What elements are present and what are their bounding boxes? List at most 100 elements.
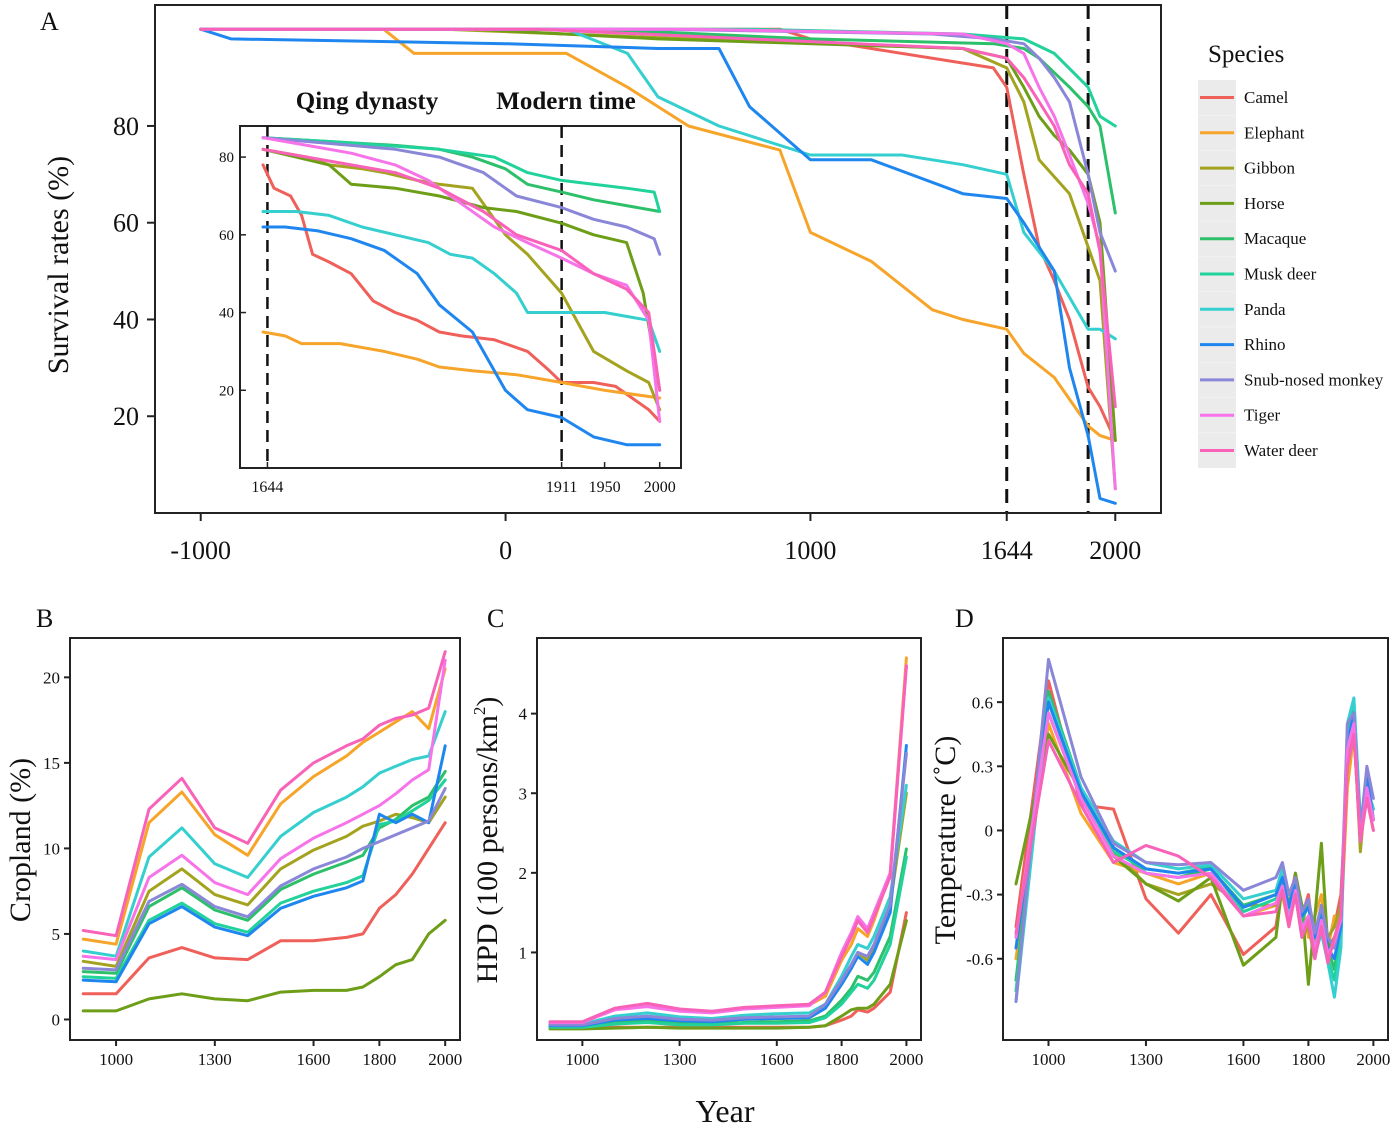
inset-chart: 1644 1911 1950 2000 20 40 60 80 Qing dynasty Mo… [219,88,682,496]
inset-line-gibbon [261,147,662,412]
panel-d-xtick-label: 1600 [1226,1050,1260,1069]
inset-line-snub-nosed-monkey [261,136,662,256]
panel-d-series [1014,657,1375,1003]
legend-label-camel: Camel [1244,88,1289,107]
panel-b-line-rhino [81,744,447,984]
inset-line-tiger [261,136,662,423]
legend: Species Camel Elephant Gibbon Horse Macaque M… [1198,41,1384,468]
panel-d-frame [1002,637,1389,1041]
legend-items: Camel Elephant Gibbon Horse Macaque Musk deer… [1198,80,1384,468]
panel-c-line-tiger [548,664,908,1024]
panel-b-ytick-label: 20 [43,668,60,687]
inset-frame [239,125,682,469]
legend-label-panda: Panda [1244,300,1286,319]
panel-b-axes: 1000 1300 1600 1800 2000 0 5 10 15 20 [43,668,462,1069]
panel-a: A Survival rates (%) -1000 0 1000 1644 2000 2… [40,4,1162,565]
panel-c-xtick-label: 1800 [825,1050,859,1069]
panel-c-series [548,656,908,1031]
panel-c-line-musk-deer [548,855,908,1029]
inset-xtick-label: 1911 [546,479,577,496]
panel-c-line-rhino [548,744,908,1028]
panel-a-ytick-label: 20 [113,402,139,431]
panel-b-series [81,650,447,1013]
inset-axes: 1644 1911 1950 2000 20 40 60 80 [219,150,676,496]
inset-ytick-label: 60 [219,228,234,244]
inset-line-elephant [261,330,662,400]
legend-label-tiger: Tiger [1244,406,1281,425]
ylabel-a: Survival rates (%) [42,156,75,374]
panel-c-xtick-label: 2000 [889,1050,923,1069]
panel-d-xtick-label: 1800 [1291,1050,1325,1069]
panel-a-line-water-deer [199,27,1117,409]
panel-label-a: A [40,7,59,36]
inset-line-camel [261,163,662,423]
panel-c-line-macaque [548,847,908,1028]
inset-line-horse [261,147,662,392]
panel-a-line-macaque [199,27,1117,215]
legend-label-musk-deer: Musk deer [1244,265,1317,284]
inset-ytick-label: 40 [219,306,234,322]
panel-d-line-snub-nosed-monkey [1014,657,1375,1003]
panel-c-frame [536,637,922,1041]
panel-b-ytick-label: 10 [43,840,60,859]
panel-a-xtick-label: 2000 [1089,536,1141,565]
panel-a-xtick-label: 0 [499,536,512,565]
panel-a-frame [154,4,1162,514]
panel-d-xtick-label: 2000 [1356,1050,1390,1069]
panel-b-xtick-label: 1300 [198,1050,232,1069]
panel-d-axes: 1000 1300 1600 1800 2000 0.6 0.3 0 -0.3 -0.6 [966,693,1390,1069]
panel-d: D Temperature (˚C) 1000 1300 1600 1800 2000 0… [929,604,1390,1069]
panel-label-b: B [36,604,53,633]
panel-label-c: C [487,604,504,633]
panel-a-ytick-label: 40 [113,305,139,334]
legend-title: Species [1208,41,1284,68]
panel-b-line-panda [81,710,447,958]
annotation-modern-time: Modern time [496,88,636,115]
panel-d-ytick-label: -0.6 [966,950,993,969]
inset-ytick-label: 20 [219,383,234,399]
panel-c-line-water-deer [548,664,908,1024]
legend-label-rhino: Rhino [1244,335,1286,354]
panel-b-line-macaque [81,769,447,975]
legend-label-elephant: Elephant [1244,123,1305,142]
inset-series [261,136,662,447]
inset-ytick-label: 80 [219,150,234,166]
inset-line-rhino [261,225,662,447]
panel-a-line-panda [199,27,1117,341]
panel-c-ytick-label: 2 [519,864,528,883]
panel-c-xtick-label: 1300 [663,1050,697,1069]
panel-b-xtick-label: 2000 [428,1050,462,1069]
legend-label-horse: Horse [1244,194,1285,213]
panel-c-ytick-label: 4 [519,705,528,724]
legend-label-macaque: Macaque [1244,229,1306,248]
panel-d-ytick-label: 0.3 [972,757,993,776]
legend-label-gibbon: Gibbon [1244,159,1296,178]
inset-xtick-label: 2000 [644,479,676,496]
panel-a-xtick-label: -1000 [170,536,231,565]
ylabel-c: HPD (100 persons/km2) [470,697,504,984]
panel-label-d: D [955,604,974,633]
panel-a-ytick-label: 60 [113,209,139,238]
ylabel-b: Cropland (%) [4,758,37,922]
inset-line-panda [261,210,662,353]
panel-a-ytick-label: 80 [113,112,139,141]
panel-c-xtick-label: 1000 [565,1050,599,1069]
panel-a-xtick-label: 1644 [981,536,1033,565]
panel-d-ytick-label: 0.6 [972,693,993,712]
panel-d-xtick-label: 1000 [1031,1050,1065,1069]
panel-b-xtick-label: 1800 [362,1050,396,1069]
panel-b-line-snub-nosed-monkey [81,787,447,972]
panel-c-ytick-label: 3 [519,784,528,803]
panel-b-line-water-deer [81,650,447,938]
panel-a-axes: -1000 0 1000 1644 2000 20 40 60 80 [113,112,1141,565]
panel-b: B Cropland (%) 1000 1300 1600 1800 200005101… [4,604,462,1069]
panel-c-line-horse [548,919,908,1031]
inset-line-musk-deer [261,136,662,213]
panel-a-xtick-label: 1000 [784,536,836,565]
inset-xtick-label: 1644 [251,479,283,496]
panel-b-line-horse [81,918,447,1013]
inset-vlines [266,126,563,468]
legend-label-snub-nosed-monkey: Snub-nosed monkey [1244,370,1384,389]
panel-c-ytick-label: 1 [519,944,528,963]
